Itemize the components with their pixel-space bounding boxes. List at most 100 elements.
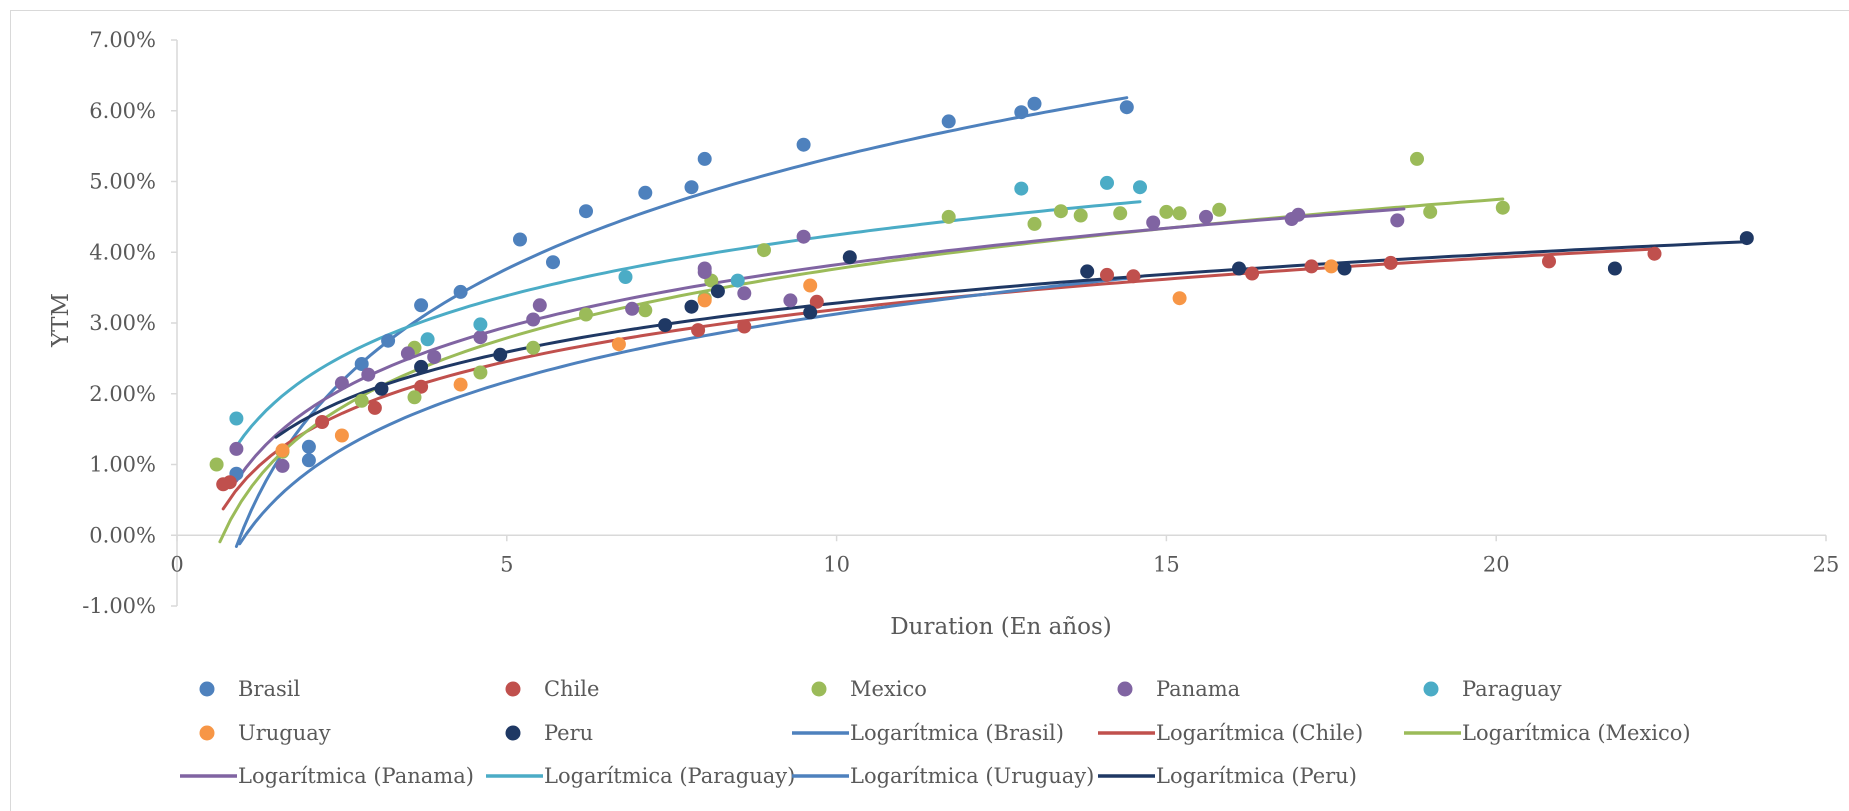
data-point: [473, 317, 488, 332]
data-point: [1607, 261, 1622, 276]
data-point: [453, 377, 468, 392]
data-point: [1014, 105, 1029, 120]
data-point: [611, 337, 626, 352]
data-point: [1172, 291, 1187, 306]
data-point: [1053, 204, 1068, 219]
data-point: [407, 390, 422, 405]
data-point: [1133, 180, 1147, 195]
y-tick-label: 3.00%: [89, 311, 156, 335]
data-point: [1212, 202, 1227, 217]
data-point: [1739, 231, 1754, 246]
legend-marker: [199, 725, 215, 741]
data-point: [1410, 151, 1424, 166]
data-point: [1100, 175, 1114, 190]
data-point: [473, 365, 488, 380]
data-point: [361, 367, 376, 382]
data-point: [638, 303, 653, 318]
x-tick-label: 5: [500, 552, 513, 576]
data-point: [638, 185, 653, 200]
data-point: [1146, 215, 1161, 230]
data-point: [275, 443, 290, 458]
data-point: [367, 400, 382, 415]
data-point: [1014, 181, 1029, 196]
data-point: [1383, 255, 1398, 270]
y-tick-label: 2.00%: [89, 382, 156, 406]
data-point: [1199, 209, 1213, 224]
x-tick-label: 0: [170, 552, 183, 576]
data-point: [803, 305, 818, 320]
trendline: [234, 207, 1406, 483]
data-point: [783, 293, 798, 308]
data-point: [400, 346, 415, 361]
legend-marker: [811, 681, 827, 697]
y-tick-label: 7.00%: [89, 28, 156, 52]
data-point: [229, 441, 244, 456]
chart-frame: [10, 10, 1849, 811]
data-point: [354, 357, 369, 371]
data-point: [618, 270, 633, 284]
legend: Brasil Chile Mexico Panama Paraguay Uruguay Pe…: [180, 677, 1691, 788]
data-point: [1423, 204, 1438, 219]
data-point: [473, 330, 488, 345]
data-point: [420, 332, 435, 347]
legend-label: Mexico: [850, 677, 927, 701]
data-point: [697, 293, 712, 308]
data-point: [532, 298, 547, 313]
legend-label: Logarítmica (Peru): [1156, 764, 1357, 788]
legend-marker: [505, 681, 521, 697]
legend-marker: [505, 725, 521, 741]
data-point: [216, 477, 231, 492]
data-point: [1495, 200, 1510, 215]
data-point: [1027, 216, 1042, 231]
data-point: [229, 411, 244, 426]
legend-label: Logarítmica (Brasil): [850, 721, 1064, 745]
data-point: [1100, 267, 1114, 282]
data-point: [315, 415, 330, 429]
data-point: [453, 284, 468, 299]
legend-marker: [1117, 681, 1133, 697]
legend-marker: [199, 681, 215, 697]
data-point: [1390, 213, 1405, 228]
data-point: [493, 347, 508, 362]
legend-label: Logarítmica (Paraguay): [544, 764, 795, 788]
data-point: [526, 340, 541, 355]
data-point: [1080, 264, 1095, 279]
data-points: [209, 96, 1754, 492]
data-point: [1337, 261, 1352, 276]
data-point: [334, 376, 349, 391]
data-point: [1232, 261, 1246, 276]
data-point: [684, 180, 699, 195]
data-point: [625, 301, 640, 316]
legend-label: Panama: [1156, 677, 1240, 701]
data-point: [1159, 204, 1174, 219]
data-point: [1119, 100, 1134, 115]
data-point: [796, 137, 811, 152]
legend-marker: [1423, 681, 1439, 697]
x-tick-label: 25: [1813, 552, 1840, 576]
data-point: [1126, 269, 1141, 284]
legend-label: Logarítmica (Uruguay): [850, 764, 1094, 788]
data-point: [414, 379, 429, 394]
data-point: [209, 457, 224, 472]
data-point: [1073, 208, 1088, 223]
trendline: [221, 247, 1656, 511]
data-point: [301, 439, 316, 454]
data-point: [658, 318, 673, 333]
legend-label: Brasil: [238, 677, 300, 701]
data-point: [1291, 207, 1306, 222]
data-point: [579, 307, 593, 322]
y-tick-label: 6.00%: [89, 99, 156, 123]
data-point: [796, 229, 811, 244]
data-point: [1172, 206, 1187, 221]
data-point: [730, 273, 745, 288]
legend-label: Chile: [544, 677, 599, 701]
trendline: [238, 275, 1142, 546]
x-tick-label: 15: [1153, 552, 1180, 576]
y-axis-title: YTM: [48, 293, 74, 348]
legend-label: Paraguay: [1462, 677, 1562, 701]
y-tick-label: -1.00%: [82, 594, 156, 618]
data-point: [334, 428, 349, 443]
data-point: [941, 209, 956, 224]
data-point: [1324, 259, 1339, 274]
